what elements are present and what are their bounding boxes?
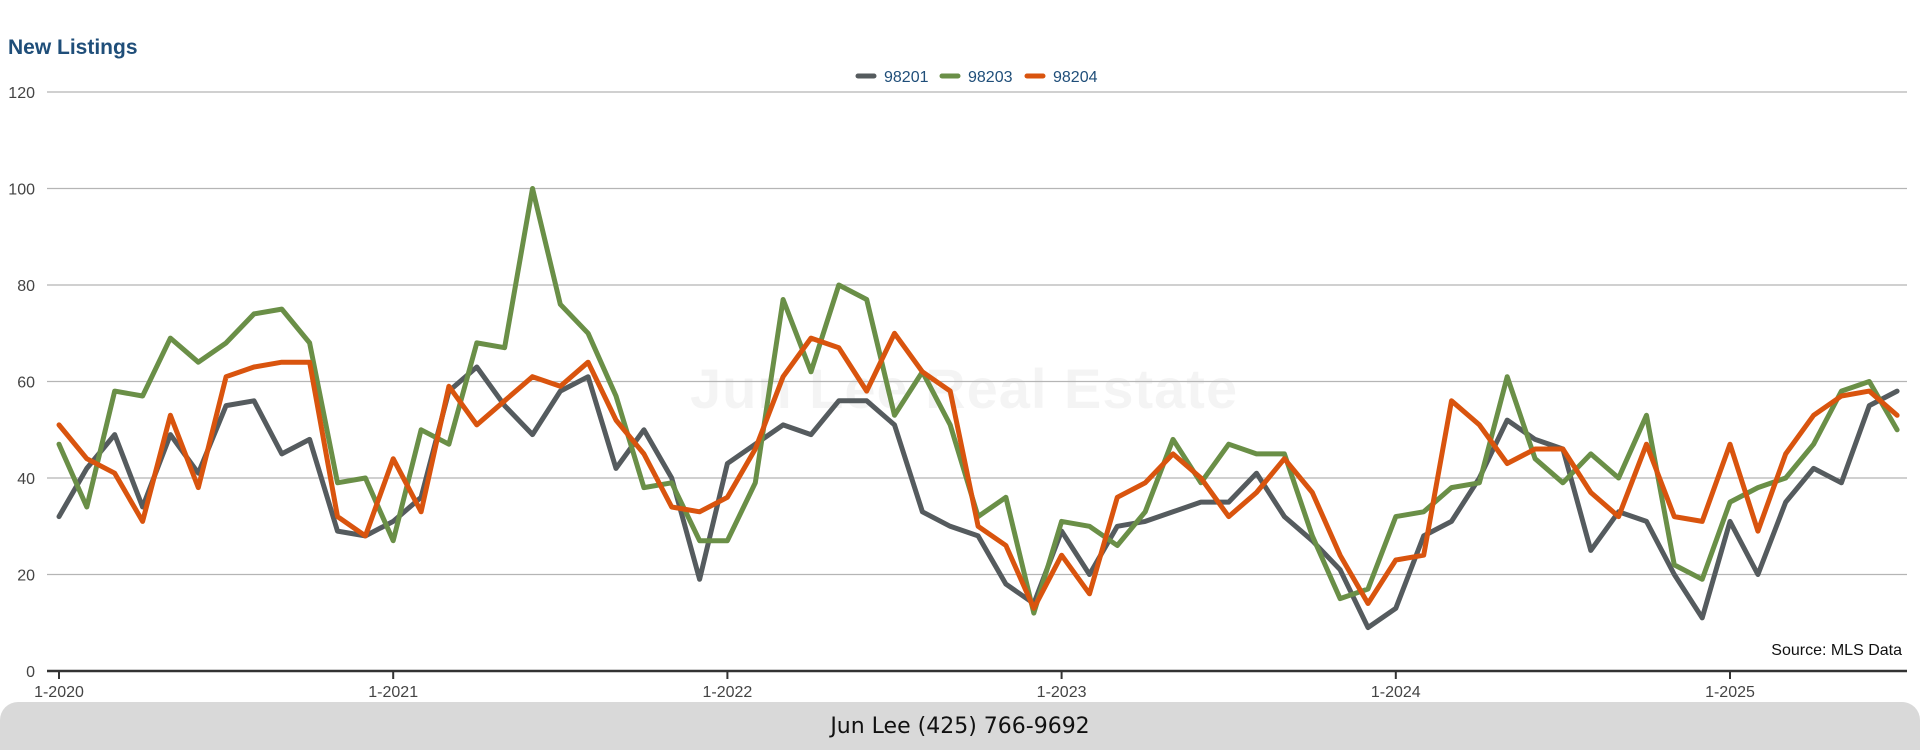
legend-label: 98201	[884, 69, 929, 86]
series-line-98204	[56, 330, 1900, 611]
source-note: Source: MLS Data	[1771, 642, 1902, 659]
y-tick-label: 80	[17, 278, 35, 295]
legend-item-98203[interactable]: 98203	[939, 69, 1013, 86]
legend-item-98201[interactable]: 98201	[855, 69, 929, 86]
series-lines	[56, 186, 1900, 631]
legend-item-98204[interactable]: 98204	[1024, 69, 1098, 86]
chart-title: New Listings	[8, 36, 138, 59]
x-axis: 1-2020 1-2021 1-2022 1-2023 1-2024 1-2025	[34, 669, 1907, 701]
y-tick-label: 100	[8, 182, 35, 199]
x-tick-label: 1-2020	[34, 684, 84, 701]
y-tick-label: 20	[17, 568, 35, 585]
y-tick-label: 40	[17, 471, 35, 488]
series-line-98203	[56, 186, 1900, 616]
grid-lines	[47, 91, 1907, 576]
x-tick-label: 1-2022	[702, 684, 752, 701]
footer-bar: Jun Lee (425) 766-9692	[0, 702, 1920, 750]
legend-label: 98204	[1053, 69, 1098, 86]
x-tick-label: 1-2021	[368, 684, 418, 701]
y-tick-label: 60	[17, 375, 35, 392]
legend[interactable]: 98201 98203 98204	[855, 69, 1098, 86]
footer-contact: Jun Lee (425) 766-9692	[830, 713, 1090, 739]
x-tick-label: 1-2025	[1705, 684, 1755, 701]
y-axis: 0 20 40 60 80 100 120	[8, 85, 35, 681]
line-chart: 0 20 40 60 80 100 120 1-2020 1-2021 1-2022 1-2023…	[8, 69, 1907, 701]
x-tick-label: 1-2023	[1037, 684, 1087, 701]
y-tick-label: 0	[26, 664, 35, 681]
legend-label: 98203	[968, 69, 1013, 86]
y-tick-label: 120	[8, 85, 35, 102]
x-tick-label: 1-2024	[1371, 684, 1421, 701]
